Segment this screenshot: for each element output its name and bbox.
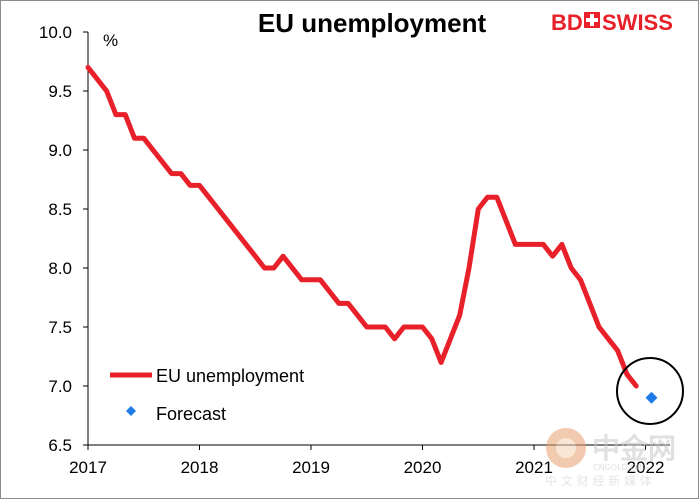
y-axis-ticks: 10.0 9.5 9.0 8.5 8.0 7.5 7.0 6.5 <box>39 23 88 455</box>
forecast-highlight-circle <box>616 357 684 425</box>
x-tick-label: 2018 <box>181 458 219 477</box>
series-layer <box>85 64 658 404</box>
y-tick-label: 8.5 <box>48 200 72 219</box>
legend-label-eu-unemployment: EU unemployment <box>156 366 304 386</box>
x-tick-label: 2020 <box>404 458 442 477</box>
x-tick-label: 2021 <box>515 458 553 477</box>
watermark-logo-text: 中金网 <box>592 432 676 465</box>
logo-cross-icon <box>584 12 600 28</box>
x-tick-label: 2017 <box>69 458 107 477</box>
y-axis-unit: % <box>103 31 118 50</box>
x-axis-ticks: 2017 2018 2019 2020 2021 2022 <box>69 445 664 477</box>
y-tick-label: 9.0 <box>48 141 72 160</box>
x-tick-label: 2019 <box>292 458 330 477</box>
y-tick-label: 7.0 <box>48 377 72 396</box>
legend: EU unemployment Forecast <box>110 366 304 424</box>
y-tick-label: 7.5 <box>48 318 72 337</box>
legend-label-forecast: Forecast <box>156 404 226 424</box>
watermark-sub-text: CNGOLD.ORG <box>593 463 648 472</box>
legend-diamond-swatch <box>126 406 136 416</box>
bdswiss-logo: BD SWISS <box>551 10 673 35</box>
forecast-point <box>645 391 658 404</box>
y-tick-label: 9.5 <box>48 82 72 101</box>
logo-text-bd: BD <box>551 10 583 35</box>
y-tick-label: 8.0 <box>48 259 72 278</box>
watermark-tagline: 中 文 财 经 新 媒 体 <box>545 473 652 488</box>
x-tick-label: 2022 <box>627 458 665 477</box>
cngold-watermark: 中金网 CNGOLD.ORG 中 文 财 经 新 媒 体 <box>545 428 676 488</box>
chart-title: EU unemployment <box>258 8 487 38</box>
y-tick-label: 10.0 <box>39 23 72 42</box>
y-tick-label: 6.5 <box>48 436 72 455</box>
series-line-eu-unemployment <box>85 64 639 389</box>
logo-text-swiss: SWISS <box>602 10 673 35</box>
